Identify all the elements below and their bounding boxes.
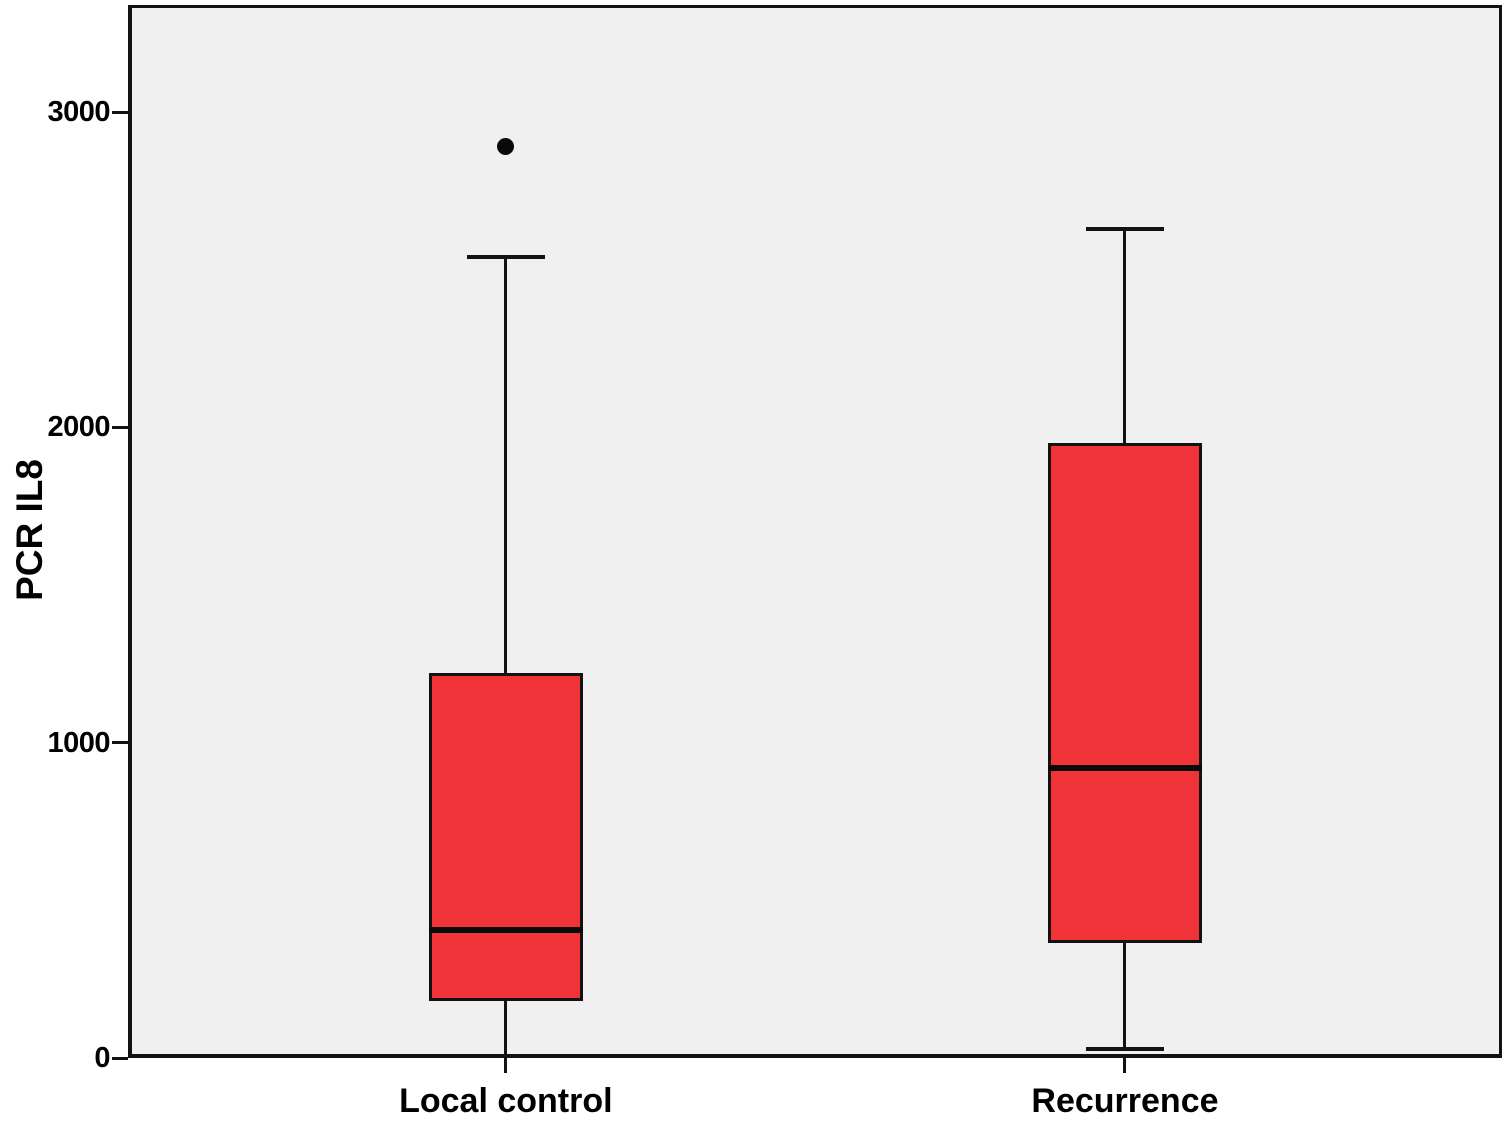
lower-whisker-line-local-control <box>504 1001 508 1057</box>
upper-whisker-line-local-control <box>504 257 508 674</box>
y-tick-label: 1000 <box>47 726 110 759</box>
min-whisker-cap-recurrence <box>1085 1046 1164 1051</box>
max-whisker-cap-local-control <box>466 255 545 260</box>
y-tick-mark <box>112 741 128 745</box>
box-recurrence <box>1047 443 1202 943</box>
y-tick-mark <box>112 110 128 114</box>
x-tick-mark-recurrence <box>1123 1058 1127 1073</box>
lower-whisker-line-recurrence <box>1123 942 1127 1049</box>
y-tick-mark <box>112 1056 128 1060</box>
y-tick-mark <box>112 425 128 429</box>
box-local-control <box>428 673 583 1002</box>
median-line-recurrence <box>1047 764 1202 771</box>
max-whisker-cap-recurrence <box>1085 226 1164 231</box>
x-category-label-local-control: Local control <box>399 1082 613 1120</box>
outlier-point-local-control <box>497 138 515 156</box>
y-tick-label: 3000 <box>47 96 110 129</box>
plot-area <box>128 5 1502 1058</box>
x-category-label-recurrence: Recurrence <box>1031 1082 1219 1120</box>
y-axis-title: PCR IL8 <box>9 459 50 601</box>
median-line-local-control <box>428 927 583 934</box>
y-tick-label: 0 <box>94 1042 110 1074</box>
upper-whisker-line-recurrence <box>1123 228 1127 444</box>
min-whisker-cap-local-control <box>466 1054 545 1059</box>
x-tick-mark-local-control <box>504 1058 508 1073</box>
y-tick-label: 2000 <box>47 411 110 444</box>
